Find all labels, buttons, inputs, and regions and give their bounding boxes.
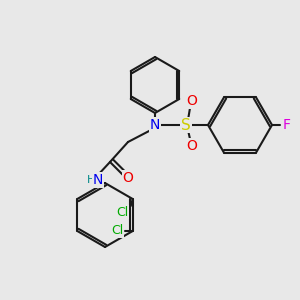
Text: O: O: [187, 94, 197, 108]
Text: Cl: Cl: [117, 206, 129, 218]
Text: N: N: [150, 118, 160, 132]
Text: Cl: Cl: [112, 224, 124, 238]
Text: O: O: [187, 139, 197, 153]
Text: O: O: [123, 171, 134, 185]
Text: H: H: [87, 175, 95, 185]
Text: S: S: [181, 118, 191, 133]
Text: F: F: [283, 118, 291, 132]
Text: N: N: [93, 173, 103, 187]
